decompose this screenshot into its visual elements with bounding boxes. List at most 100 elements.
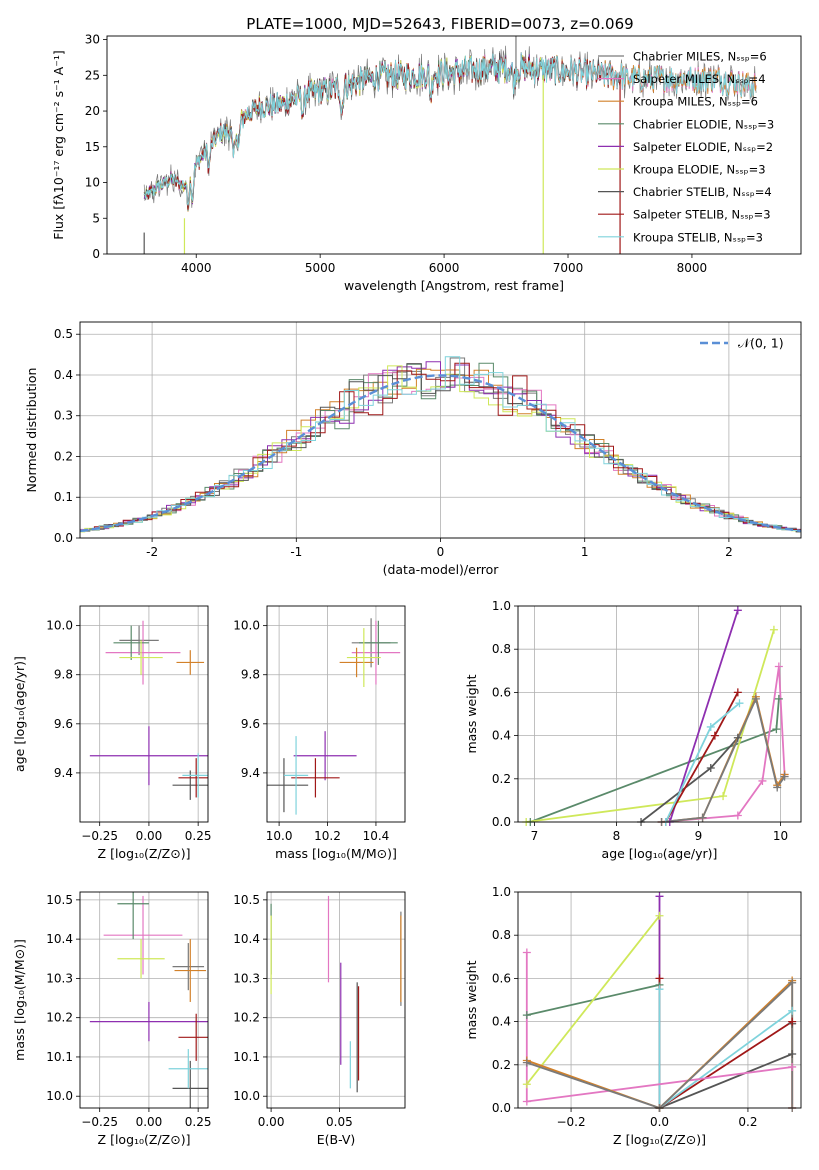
axes-frame	[79, 891, 209, 1109]
x-tick-label: −0.25	[81, 829, 118, 843]
plus-marker	[758, 776, 767, 785]
y-axis-label: mass weight	[464, 674, 479, 753]
plus-marker	[788, 978, 797, 987]
x-tick-label: 8	[613, 829, 621, 843]
y-tick-label: 0.8	[492, 642, 511, 656]
plus-marker	[522, 1058, 531, 1067]
y-axis-label: Flux [fλ10⁻¹⁷ erg cm⁻² s⁻¹ A⁻¹]	[51, 50, 66, 239]
weight-line	[526, 913, 661, 1108]
y-tick-label: 10.0	[46, 1089, 73, 1103]
legend-label: Kroupa MILES, Nₛₛₚ=6	[633, 95, 758, 109]
y-tick-label: 0.5	[54, 327, 73, 341]
y-tick-label: 10.5	[233, 893, 260, 907]
y-tick-label: 9.8	[54, 668, 73, 682]
y-tick-label: 0.4	[492, 1015, 511, 1029]
errorbar-point	[267, 758, 309, 813]
x-axis-label: Z [log₁₀(Z/Z⊙)]	[613, 1132, 706, 1147]
y-tick-label: 0.3	[54, 409, 73, 423]
age-vs-mass-panel: 10.0 10.2 10.4 9.4 9.6 9.8 10.0 mass [log₁₀(M/M…	[233, 605, 406, 861]
errorbar-point	[182, 753, 208, 798]
errorbar-point	[339, 647, 374, 678]
mass-weight-vs-metallicity-panel: −0.2 0.0 0.2 0.0 0.2 0.4 0.6 0.8 1.0 Z [log₁₀(Z/Z…	[464, 885, 802, 1147]
errorbar-point	[283, 736, 309, 815]
errorbar-point	[291, 758, 340, 798]
weight-line	[529, 698, 780, 822]
y-tick-label: 9.6	[54, 717, 73, 731]
plus-marker	[774, 694, 783, 703]
errorbar-point	[117, 892, 149, 940]
x-axis: 10.0 10.2 10.4	[266, 822, 390, 843]
errorbar-point	[293, 731, 357, 781]
plus-marker	[769, 625, 778, 634]
y-tick-label: 0	[92, 247, 100, 261]
x-tick-label: 4000	[181, 261, 212, 275]
x-tick-label: 0.0	[650, 1115, 669, 1129]
errorbar-point	[113, 625, 149, 660]
age-vs-metallicity-panel: −0.25 0.00 0.25 9.4 9.6 9.8 10.0 Z [log₁₀(Z/Z⊙)…	[12, 605, 212, 861]
y-axis-label: age [log₁₀(age/yr)]	[12, 656, 27, 772]
histogram-step	[80, 356, 801, 532]
y-tick-label: 9.8	[241, 668, 260, 682]
x-axis-label: (data-model)/error	[383, 562, 500, 577]
errorbar-point	[103, 895, 183, 975]
plus-marker	[733, 606, 742, 615]
y-tick-label: 10.4	[233, 932, 260, 946]
plus-marker	[774, 662, 783, 671]
x-axis: 7 8 9 10	[531, 822, 788, 843]
legend-label: Salpeter ELODIE, Nₛₛₚ=2	[633, 140, 773, 154]
plus-marker	[735, 699, 744, 708]
model-line	[143, 52, 755, 206]
x-tick-label: 5000	[305, 261, 336, 275]
x-tick-label: 0	[437, 545, 445, 559]
y-tick-label: 1.0	[492, 599, 511, 613]
mass-weight-vs-age-panel: 7 8 9 10 0.0 0.2 0.4 0.6 0.8 1.0 age [log₁₀(age/yr…	[464, 599, 802, 861]
errorbar-point	[176, 650, 205, 675]
y-axis-label: Normed distribution	[24, 368, 39, 493]
plus-marker	[522, 1011, 531, 1020]
y-tick-label: 10.1	[46, 1050, 73, 1064]
y-tick-label: 0.0	[54, 531, 73, 545]
errorbar-point	[119, 625, 159, 656]
weight-line	[526, 980, 794, 1108]
x-tick-label: 10.2	[314, 829, 341, 843]
x-axis-label: Z [log₁₀(Z/Z⊙)]	[98, 846, 191, 861]
weight-line	[658, 989, 793, 1108]
model-line	[143, 55, 544, 210]
x-tick-label: 6000	[429, 261, 460, 275]
y-tick-label: 9.4	[241, 766, 260, 780]
plus-marker	[522, 1097, 531, 1106]
x-axis: -2 -1 0 1 2	[146, 538, 733, 559]
errorbar-point	[346, 628, 381, 687]
plot-area	[80, 356, 801, 533]
errorbar-point	[172, 1060, 208, 1108]
y-tick-label: 0.6	[492, 685, 511, 699]
y-tick-label: 0.0	[492, 815, 511, 829]
y-tick-label: 25	[85, 68, 100, 82]
plot-area	[267, 618, 401, 815]
y-axis: 0.0 0.1 0.2 0.3 0.4 0.5	[54, 327, 80, 545]
x-tick-label: 10.4	[363, 829, 390, 843]
y-axis: 9.4 9.6 9.8 10.0	[233, 619, 267, 780]
y-tick-label: 10.3	[46, 971, 73, 985]
y-axis: 10.0 10.1 10.2 10.3 10.4 10.5	[46, 893, 80, 1103]
y-tick-label: 10.4	[46, 932, 73, 946]
plus-marker	[751, 694, 760, 703]
x-tick-label: 7000	[553, 261, 584, 275]
weight-line	[664, 691, 739, 822]
plus-marker	[788, 1006, 797, 1015]
model-line	[143, 52, 621, 211]
x-tick-label: 9	[695, 829, 703, 843]
model-line	[144, 53, 621, 210]
x-tick-label: 0.25	[185, 829, 212, 843]
weight-line	[526, 629, 775, 822]
y-tick-label: 0.2	[492, 772, 511, 786]
y-axis-label: mass weight	[464, 960, 479, 1039]
legend-label: Kroupa STELIB, Nₛₛₚ=3	[633, 230, 763, 244]
plus-marker	[733, 688, 742, 697]
y-axis: 0.0 0.2 0.4 0.6 0.8 1.0	[492, 599, 518, 829]
spectrum-panel: 4000 5000 6000 7000 8000 0 5 10 15 20 25 30 waveleng…	[51, 33, 802, 293]
x-tick-label: 8000	[677, 261, 708, 275]
y-tick-label: 30	[85, 33, 100, 47]
plus-marker	[772, 725, 781, 734]
y-tick-label: 10.2	[233, 1011, 260, 1025]
